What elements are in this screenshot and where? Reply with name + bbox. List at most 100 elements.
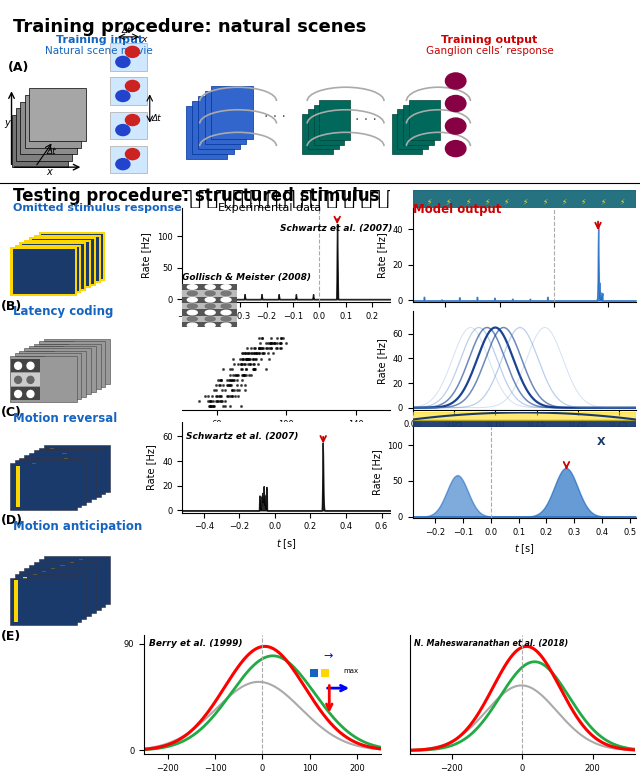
Point (246, 369, 257, 381)
Point (218, 400, 228, 412)
Circle shape (445, 96, 466, 112)
FancyBboxPatch shape (16, 385, 45, 398)
Point (221, 374, 232, 386)
Point (208, 395, 218, 407)
FancyBboxPatch shape (39, 341, 106, 387)
Circle shape (29, 369, 36, 376)
Point (245, 358, 255, 370)
Point (200, 389, 210, 402)
FancyBboxPatch shape (29, 453, 96, 500)
FancyBboxPatch shape (314, 105, 344, 145)
FancyBboxPatch shape (16, 370, 45, 384)
Point (223, 379, 233, 392)
Circle shape (49, 373, 55, 380)
Point (242, 352, 252, 365)
FancyBboxPatch shape (50, 448, 54, 489)
FancyBboxPatch shape (45, 355, 74, 369)
Point (217, 384, 227, 396)
Circle shape (116, 159, 130, 170)
Text: Δt: Δt (152, 114, 161, 123)
FancyBboxPatch shape (44, 338, 110, 385)
Point (241, 342, 252, 354)
Circle shape (27, 390, 34, 398)
Point (220, 395, 230, 407)
Circle shape (61, 373, 68, 380)
Point (262, 337, 273, 349)
FancyBboxPatch shape (39, 448, 106, 494)
Text: Training output: Training output (442, 35, 538, 45)
Text: →: → (323, 651, 333, 662)
Circle shape (27, 362, 34, 369)
Text: Motion anticipation: Motion anticipation (13, 520, 142, 533)
Circle shape (51, 378, 58, 386)
FancyBboxPatch shape (26, 365, 54, 379)
FancyBboxPatch shape (12, 115, 68, 167)
Point (205, 400, 215, 412)
Circle shape (56, 375, 63, 382)
FancyBboxPatch shape (205, 91, 246, 143)
FancyBboxPatch shape (25, 95, 81, 147)
FancyBboxPatch shape (110, 77, 147, 105)
Point (253, 358, 263, 370)
Point (235, 352, 245, 365)
Text: Ganglion cells’ response: Ganglion cells’ response (426, 46, 554, 56)
FancyBboxPatch shape (211, 86, 253, 139)
FancyBboxPatch shape (403, 105, 434, 145)
Point (206, 400, 216, 412)
Circle shape (44, 375, 51, 382)
Circle shape (221, 298, 231, 302)
FancyBboxPatch shape (24, 348, 91, 394)
FancyBboxPatch shape (44, 446, 110, 492)
Point (265, 337, 275, 349)
Text: (A): (A) (8, 61, 29, 74)
Point (237, 352, 247, 365)
Point (247, 347, 257, 359)
FancyBboxPatch shape (321, 669, 329, 677)
FancyBboxPatch shape (10, 356, 77, 402)
FancyBboxPatch shape (31, 363, 60, 376)
Point (229, 358, 239, 370)
Circle shape (42, 369, 49, 376)
FancyBboxPatch shape (40, 358, 69, 372)
Circle shape (188, 323, 197, 328)
Point (254, 332, 264, 344)
Point (249, 347, 259, 359)
Point (207, 389, 218, 402)
FancyBboxPatch shape (23, 577, 28, 619)
Circle shape (46, 366, 53, 373)
Point (231, 369, 241, 381)
Point (204, 400, 214, 412)
FancyBboxPatch shape (27, 242, 89, 286)
Point (258, 342, 268, 354)
Point (241, 352, 252, 365)
Circle shape (445, 73, 466, 89)
Point (246, 347, 257, 359)
Point (225, 389, 235, 402)
Point (234, 384, 244, 396)
FancyBboxPatch shape (10, 247, 77, 296)
Point (214, 379, 224, 392)
Y-axis label: Rate [Hz]: Rate [Hz] (372, 449, 382, 496)
Point (264, 352, 274, 365)
Text: ⚡: ⚡ (561, 197, 567, 206)
Point (241, 363, 251, 375)
Circle shape (15, 376, 22, 383)
Circle shape (205, 284, 215, 289)
FancyBboxPatch shape (36, 237, 99, 281)
FancyBboxPatch shape (182, 309, 237, 315)
Text: (B): (B) (1, 300, 22, 313)
Point (230, 389, 241, 402)
FancyBboxPatch shape (29, 565, 96, 613)
Text: Motion reversal: Motion reversal (13, 412, 117, 426)
FancyBboxPatch shape (32, 463, 36, 504)
Point (254, 347, 264, 359)
FancyBboxPatch shape (20, 102, 77, 154)
Text: N. Maheswaranathan et al. (2018): N. Maheswaranathan et al. (2018) (414, 639, 568, 648)
FancyBboxPatch shape (182, 322, 237, 328)
Circle shape (19, 388, 26, 395)
FancyBboxPatch shape (64, 458, 68, 499)
Point (221, 379, 232, 392)
Point (248, 352, 259, 365)
FancyBboxPatch shape (12, 387, 40, 400)
Circle shape (32, 360, 39, 367)
